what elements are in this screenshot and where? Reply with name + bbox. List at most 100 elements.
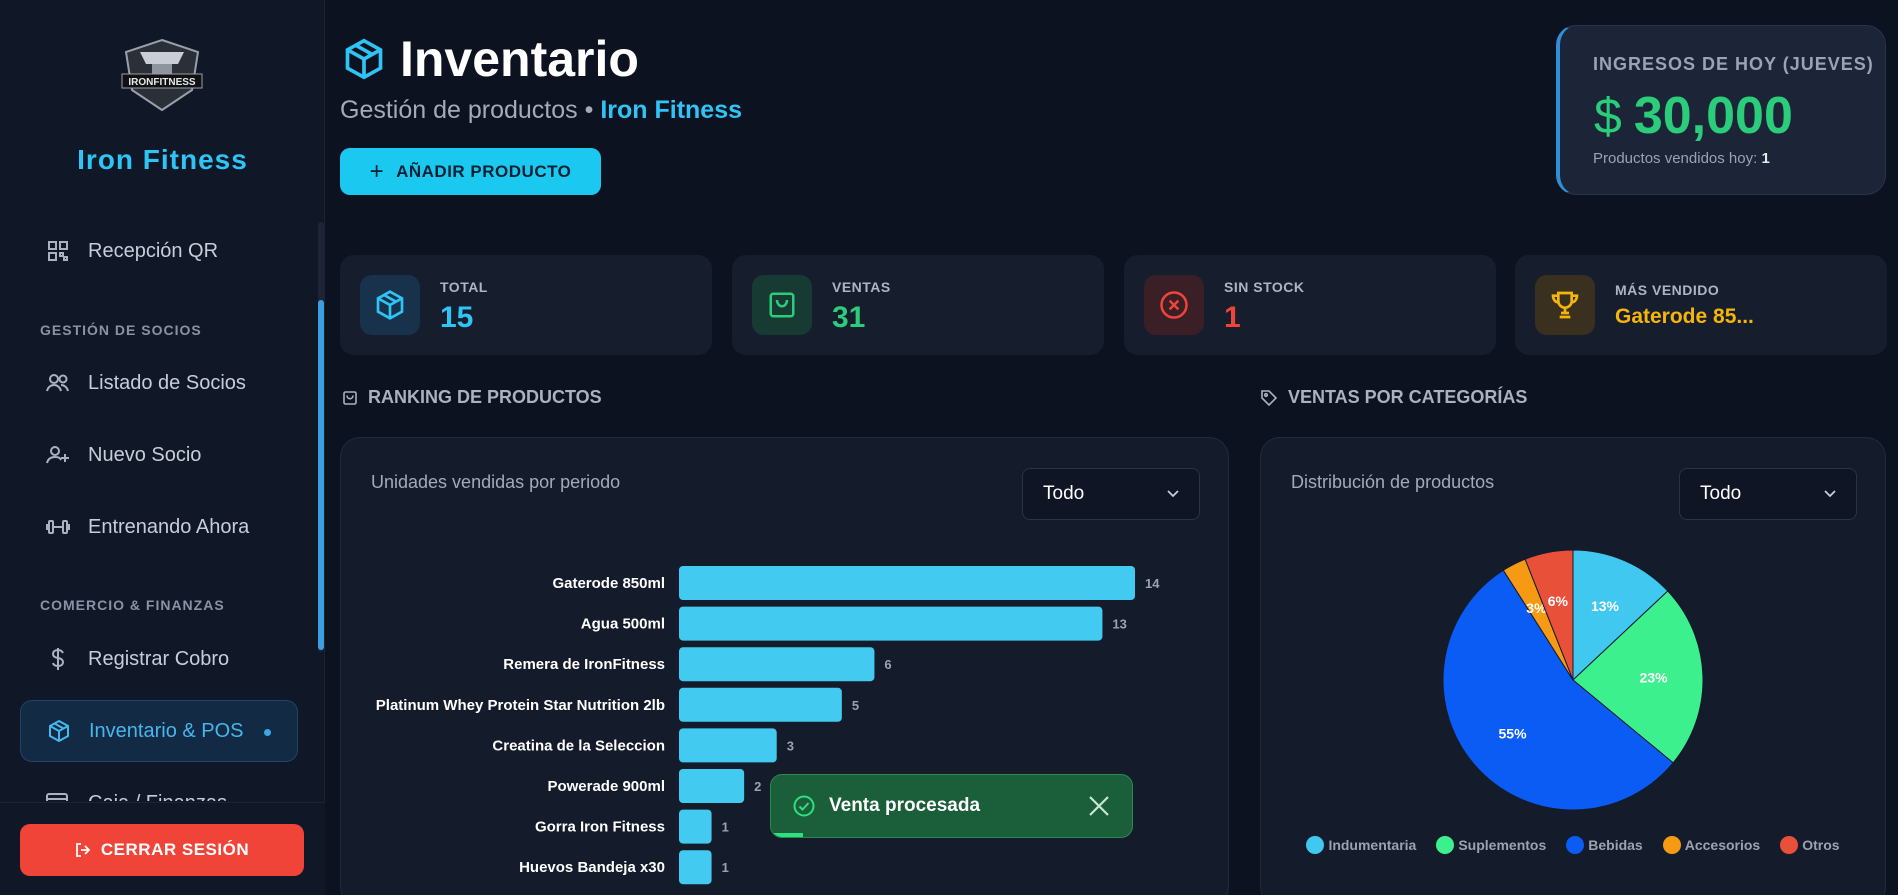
income-amount: $ 30,000: [1594, 86, 1793, 146]
sidebar-item-label: Recepción QR: [88, 239, 219, 262]
categories-period-value: Todo: [1700, 483, 1742, 504]
wallet-icon: [46, 791, 70, 801]
toast-progress: [771, 833, 804, 837]
pie-slice-label: 55%: [1499, 725, 1528, 741]
logout-button[interactable]: CERRAR SESIÓN: [20, 824, 304, 876]
bar: [679, 728, 777, 763]
legend-label: Otros: [1802, 837, 1840, 853]
bar: [679, 566, 1135, 600]
users-icon: [46, 371, 70, 395]
stat-value: 1: [1224, 301, 1241, 334]
dollar-icon: [46, 647, 70, 671]
page-title: Inventario: [400, 31, 639, 87]
add-product-label: AÑADIR PRODUCTO: [396, 161, 572, 181]
legend-swatch: [1436, 836, 1455, 854]
categories-section-label: VENTAS POR CATEGORÍAS: [1288, 387, 1528, 407]
chevron-down-icon: [1165, 485, 1181, 507]
sidebar-item-label: Entrenando Ahora: [88, 515, 250, 538]
legend-swatch: [1780, 836, 1799, 854]
sidebar-scrollbar-thumb[interactable]: [318, 300, 324, 650]
categories-panel: Distribución de productos Todo 13% 23% 55%…: [1260, 437, 1886, 895]
stat-label: TOTAL: [440, 279, 488, 295]
subtitle-text: Gestión de productos: [340, 96, 578, 124]
stat-card-total: TOTAL 15: [340, 255, 712, 355]
chevron-down-icon: [1822, 485, 1838, 507]
income-label: INGRESOS DE HOY (JUEVES): [1593, 54, 1874, 74]
subtitle-separator: •: [584, 96, 594, 124]
legend-item[interactable]: Bebidas: [1566, 826, 1643, 864]
legend-label: Bebidas: [1588, 837, 1643, 853]
brand-name: Iron Fitness: [77, 144, 248, 175]
ranking-panel-title: Unidades vendidas por periodo: [371, 472, 621, 492]
sidebar-item-label: Caja / Finanzas: [88, 792, 227, 802]
logout-label: CERRAR SESIÓN: [100, 840, 250, 859]
sold-count: 1: [1761, 150, 1770, 167]
bar-value-label: 6: [884, 657, 891, 672]
pie-legend: Indumentaria Suplementos Bebidas Accesorios…: [1261, 826, 1885, 864]
sidebar-item-registrar-cobro[interactable]: Registrar Cobro: [20, 628, 298, 690]
logout-icon: [75, 842, 91, 858]
page-subtitle: Gestión de productos • Iron Fitness: [340, 96, 742, 125]
stat-value: 31: [832, 301, 866, 334]
stat-label: MÁS VENDIDO: [1615, 282, 1720, 298]
sidebar-item-entrenando-ahora[interactable]: Entrenando Ahora: [20, 496, 298, 558]
legend-swatch: [1662, 836, 1681, 854]
box-outline-icon: [342, 390, 358, 406]
products-sold-today: Productos vendidos hoy: 1: [1593, 150, 1770, 167]
stat-card-mas-vendido: MÁS VENDIDO Gaterode 85...: [1515, 255, 1887, 355]
legend-item[interactable]: Suplementos: [1436, 826, 1546, 864]
stat-value: 15: [440, 301, 474, 334]
legend-item[interactable]: Accesorios: [1662, 826, 1761, 864]
tag-icon: [1260, 389, 1278, 407]
sidebar-item-caja-finanzas[interactable]: Caja / Finanzas: [20, 785, 298, 801]
ranking-section-label: RANKING DE PRODUCTOS: [368, 387, 602, 407]
bar-category-label: Creatina de la Seleccion: [492, 737, 665, 754]
bar-value-label: 3: [787, 738, 794, 753]
pie-slice-label: 23%: [1640, 669, 1669, 685]
sidebar-item-label: Listado de Socios: [88, 371, 246, 394]
bar: [679, 769, 745, 803]
qr-icon: [46, 239, 70, 263]
legend-swatch: [1306, 836, 1325, 854]
bar-value-label: 1: [722, 820, 729, 835]
stat-card-sin-stock: SIN STOCK 1: [1124, 255, 1496, 355]
categories-section-title: VENTAS POR CATEGORÍAS: [1260, 387, 1527, 408]
legend-swatch: [1566, 836, 1585, 854]
shopping-bag-icon: [752, 275, 812, 335]
categories-panel-title: Distribución de productos: [1291, 472, 1495, 492]
pie-slice-label: 3%: [1526, 600, 1547, 616]
subtitle-brand: Iron Fitness: [600, 96, 743, 124]
legend-label: Accesorios: [1684, 837, 1761, 853]
x-circle-icon: [1144, 275, 1204, 335]
stat-value: Gaterode 85...: [1615, 305, 1754, 328]
bar-category-label: Powerade 900ml: [547, 778, 665, 795]
sidebar-item-label: Registrar Cobro: [88, 647, 230, 670]
bar-category-label: Gorra Iron Fitness: [535, 819, 665, 836]
box-icon: [342, 37, 386, 81]
sidebar-item-inventario-pos[interactable]: Inventario & POS: [20, 700, 298, 762]
sidebar-item-listado-socios[interactable]: Listado de Socios: [20, 352, 298, 414]
bar: [679, 809, 712, 844]
logo: IRONFITNESS: [121, 38, 203, 112]
pie-slice: [1442, 569, 1674, 811]
bar: [679, 687, 842, 722]
categories-period-select[interactable]: Todo: [1679, 468, 1857, 520]
bar-category-label: Huevos Bandeja x30: [519, 859, 665, 876]
legend-item[interactable]: Indumentaria: [1306, 826, 1416, 864]
close-icon[interactable]: [1088, 795, 1110, 817]
bar-value-label: 1: [722, 860, 729, 875]
toast-notification: Venta procesada: [770, 774, 1133, 838]
plus-icon: +: [369, 157, 385, 185]
legend-item[interactable]: Otros: [1780, 826, 1840, 864]
logo-text: IRONFITNESS: [128, 77, 196, 88]
check-circle-icon: [793, 795, 815, 817]
add-product-button[interactable]: + AÑADIR PRODUCTO: [340, 148, 601, 195]
sidebar-item-recepcion-qr[interactable]: Recepción QR: [20, 220, 298, 282]
ranking-section-title: RANKING DE PRODUCTOS: [342, 387, 602, 408]
bar-category-label: Remera de IronFitness: [503, 656, 665, 673]
sidebar-item-nuevo-socio[interactable]: Nuevo Socio: [20, 424, 298, 486]
ranking-period-select[interactable]: Todo: [1022, 468, 1200, 520]
toast-message: Venta procesada: [829, 795, 981, 816]
bar-category-label: Platinum Whey Protein Star Nutrition 2lb: [376, 697, 665, 714]
